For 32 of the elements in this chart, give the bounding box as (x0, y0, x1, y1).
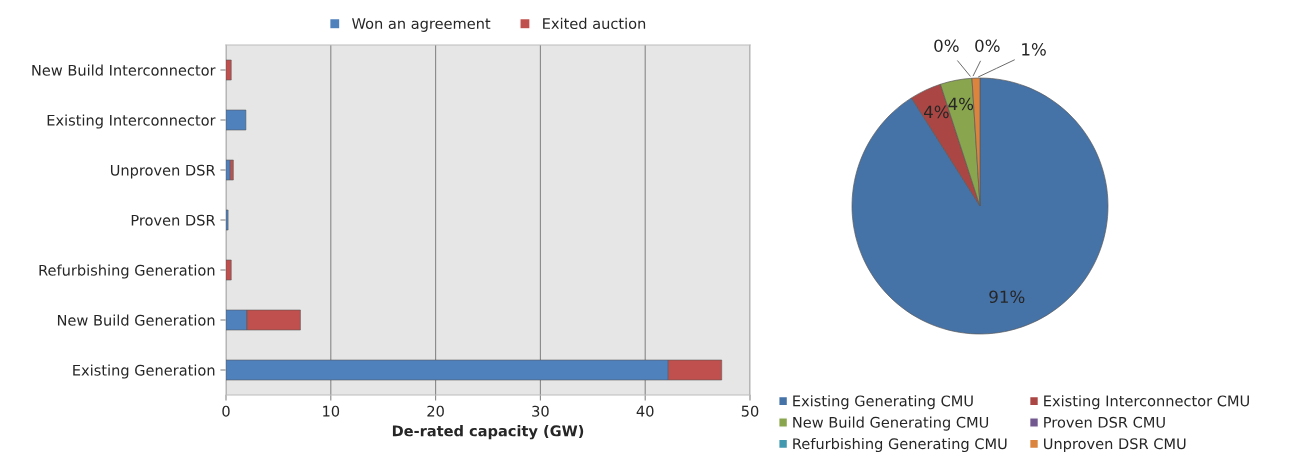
x-tick-label: 0 (222, 405, 230, 417)
legend-label: Unproven DSR CMU (1044, 438, 1186, 453)
legend-label: Exited auction (543, 17, 646, 30)
legend-label: Proven DSR CMU (1044, 416, 1165, 428)
legend-label: Existing Generating CMU (793, 395, 973, 410)
x-tick-label: 30 (532, 405, 549, 417)
y-tick-label: Existing Generation (73, 364, 215, 379)
legend-label: Won an agreement (352, 18, 491, 32)
legend-label: Existing Interconnector CMU (1044, 395, 1249, 410)
x-axis-title: De-rated capacity (GW) (392, 425, 584, 440)
y-tick-label: New Build Generation (57, 314, 215, 326)
data-label: 4% (948, 97, 974, 111)
text: 0% (975, 39, 1000, 52)
x-tick-label: 50 (741, 405, 759, 417)
data-label: 1% (1022, 43, 1046, 56)
bar (226, 109, 247, 131)
legend-label: Refurbishing Generating CMU (793, 437, 1007, 453)
data-label: 91% (989, 290, 1025, 304)
y-tick-label: Refurbishing Generation (39, 264, 215, 279)
y-tick-label: New Build Interconnector (32, 64, 216, 76)
text: 0% (934, 39, 959, 52)
y-tick-label: Unproven DSR (110, 164, 216, 179)
bar (226, 209, 229, 231)
x-tick-label: 20 (427, 405, 444, 417)
bar (226, 259, 232, 281)
x-tick-label: 40 (636, 405, 654, 417)
y-tick-label: Proven DSR (131, 214, 216, 226)
data-label: 4% (924, 105, 949, 119)
y-tick-label: Existing Interconnector (47, 114, 216, 129)
bar (226, 59, 232, 81)
x-tick-label: 10 (323, 405, 340, 417)
legend-label: New Build Generating CMU (793, 416, 989, 431)
